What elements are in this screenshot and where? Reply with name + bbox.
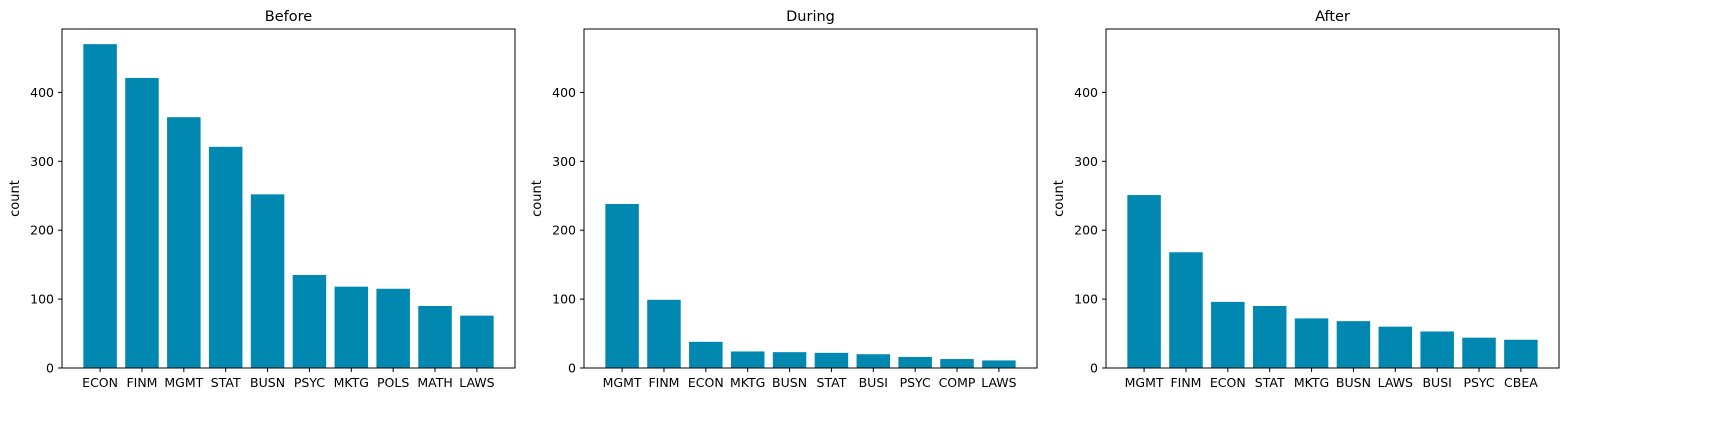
bar-finm: [125, 77, 159, 369]
chart-title: During: [786, 9, 835, 25]
bar-busn: [1336, 321, 1371, 368]
y-tick-label: 0: [46, 361, 54, 376]
x-tick-label: PSYC: [900, 375, 931, 390]
x-tick-label: ECON: [82, 375, 118, 390]
chart-panel-2: MGMT FINM ECON MKTG BUSN STAT BUSI PSYC COMP LAWS…: [530, 9, 1038, 390]
chart-panel-3: MGMT FINM ECON STAT MKTG BUSN LAWS BUSI PSYC CBEA…: [1052, 9, 1560, 390]
x-tick-label: STAT: [1255, 375, 1285, 390]
y-tick-label: 100: [552, 292, 576, 307]
y-tick-label: 400: [30, 85, 54, 100]
y-tick-label: 300: [1074, 154, 1098, 169]
x-tick-label: BUSN: [1336, 375, 1371, 390]
bars: [605, 204, 1016, 368]
y-axis-label: count: [8, 180, 23, 217]
bar-mgmt: [1127, 195, 1161, 368]
bar-pols: [376, 288, 410, 368]
y-tick-label: 100: [1074, 292, 1098, 307]
x-tick-label: BUSN: [250, 375, 285, 390]
bars: [83, 44, 494, 369]
x-tick-label: MATH: [417, 375, 452, 390]
y-tick-label: 0: [568, 361, 576, 376]
bar-busn: [772, 352, 807, 368]
bar-comp: [940, 359, 974, 368]
y-tick-label: 100: [30, 292, 54, 307]
bar-stat: [1252, 305, 1287, 368]
bar-busi: [856, 354, 891, 368]
x-tick-label: LAWS: [1378, 375, 1413, 390]
x-tick-label: LAWS: [981, 375, 1016, 390]
x-tick-label: POLS: [377, 375, 409, 390]
x-tick-label: PSYC: [1463, 375, 1494, 390]
x-tick-label: MKTG: [730, 375, 765, 390]
x-tick-label: MGMT: [603, 375, 642, 390]
axes-frame: [583, 28, 1038, 369]
bar-busn: [250, 194, 285, 368]
y-tick-label: 300: [552, 154, 576, 169]
y-axis-label: count: [1052, 180, 1067, 217]
bar-mktg: [334, 286, 369, 368]
y-tick-label: 400: [552, 85, 576, 100]
x-tick-label: FINM: [1170, 375, 1201, 390]
y-tick-label: 300: [30, 154, 54, 169]
axes-frame: [61, 28, 516, 369]
bar-laws: [1378, 326, 1413, 368]
x-tick-label: LAWS: [459, 375, 494, 390]
x-tick-label: MKTG: [334, 375, 369, 390]
bar-laws: [460, 315, 494, 368]
bar-mgmt: [167, 117, 201, 368]
x-tick-label: STAT: [211, 375, 241, 390]
x-tick-label: CBEA: [1504, 375, 1538, 390]
bar-mgmt: [605, 204, 639, 368]
bar-econ: [1211, 301, 1245, 368]
bar-psyc: [898, 356, 932, 368]
bar-mktg: [730, 351, 765, 368]
bar-laws: [982, 360, 1016, 368]
x-tick-label: FINM: [648, 375, 679, 390]
x-tick-label: ECON: [688, 375, 724, 390]
x-tick-label: FINM: [126, 375, 157, 390]
x-tick-label: MKTG: [1294, 375, 1329, 390]
chart-title: After: [1315, 9, 1350, 25]
x-tick-label: MGMT: [164, 375, 203, 390]
y-tick-label: 400: [1074, 85, 1098, 100]
bar-mktg: [1294, 318, 1329, 368]
x-tick-label: BUSI: [1422, 375, 1451, 390]
x-tick-label: BUSI: [859, 375, 888, 390]
y-tick-label: 0: [1090, 361, 1098, 376]
bar-stat: [814, 352, 849, 368]
x-tick-label: STAT: [817, 375, 847, 390]
bar-finm: [647, 299, 681, 368]
x-tick-label: MGMT: [1125, 375, 1164, 390]
y-tick-label: 200: [1074, 223, 1098, 238]
x-tick-label: COMP: [939, 375, 976, 390]
y-tick-label: 200: [30, 223, 54, 238]
bar-econ: [83, 44, 117, 368]
x-tick-label: ECON: [1210, 375, 1246, 390]
bar-math: [418, 305, 452, 368]
bar-busi: [1420, 331, 1454, 368]
chart-panel-1: ECON FINM MGMT STAT BUSN PSYC MKTG POLS MATH LAWS…: [8, 9, 516, 390]
bar-econ: [689, 341, 723, 368]
bar-stat: [208, 146, 243, 368]
axes-frame: [1105, 28, 1560, 369]
chart-title: Before: [265, 9, 312, 25]
bar-cbea: [1504, 339, 1538, 368]
y-tick-label: 200: [552, 223, 576, 238]
bar-psyc: [292, 274, 327, 368]
y-axis-label: count: [530, 180, 545, 217]
x-tick-label: BUSN: [772, 375, 807, 390]
bars: [1127, 195, 1538, 368]
bar-psyc: [1462, 337, 1496, 368]
bar-finm: [1169, 252, 1203, 368]
x-tick-label: PSYC: [294, 375, 325, 390]
